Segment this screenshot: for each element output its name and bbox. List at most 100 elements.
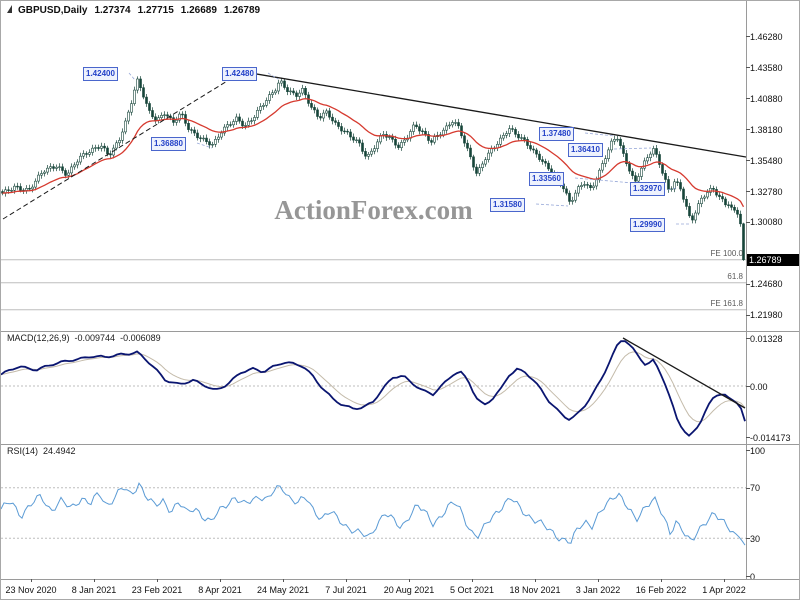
panel-divider-macd: [1, 331, 799, 332]
macd-main-line: [1, 340, 746, 437]
price-annotation[interactable]: 1.31580: [490, 198, 525, 212]
price-high: 1.27715: [137, 5, 174, 16]
fib-level-label: FE 100.0: [710, 248, 743, 258]
axis-tick: [746, 67, 750, 68]
rsi-axis-label: 30: [750, 533, 761, 544]
price-annotation[interactable]: 1.42400: [83, 67, 118, 81]
time-axis-label: 8 Apr 2021: [198, 585, 242, 595]
time-axis-label: 5 Oct 2021: [449, 585, 495, 595]
axis-tick: [746, 437, 750, 439]
rsi-axis-label: 100: [750, 445, 766, 456]
axis-tick: [409, 579, 410, 582]
macd-axis-label: -0.014173: [750, 432, 791, 443]
axis-tick: [157, 579, 158, 582]
time-axis-label: 23 Feb 2021: [131, 585, 183, 595]
panel-divider-rsi: [1, 444, 799, 445]
axis-tick: [746, 576, 750, 577]
price-annotation[interactable]: 1.37480: [539, 127, 574, 141]
axis-tick: [283, 579, 284, 582]
price-annotation[interactable]: 1.29990: [630, 218, 665, 232]
axis-tick: [746, 191, 750, 192]
macd-panel-canvas[interactable]: [1, 331, 746, 444]
macd-axis-label: 0.01328: [750, 333, 783, 344]
rsi-panel-canvas[interactable]: [1, 444, 746, 579]
macd-axis-label: 0.00: [750, 381, 768, 392]
time-axis-line: [1, 579, 799, 580]
axis-tick: [220, 579, 221, 582]
price-axis-label: 1.43580: [750, 62, 783, 73]
macd-value-signal: -0.006089: [120, 333, 161, 343]
axis-tick: [746, 36, 750, 37]
time-axis-label: 8 Jan 2021: [71, 585, 117, 595]
time-axis-label: 18 Nov 2021: [509, 585, 561, 595]
fib-level-label: FE 161.8: [710, 298, 743, 308]
price-annotation[interactable]: 1.33560: [529, 172, 564, 186]
price-axis-label: 1.40880: [750, 93, 783, 104]
candlestick-series: [1, 76, 745, 261]
axis-tick: [746, 129, 750, 130]
rsi-value: 24.4942: [43, 446, 76, 456]
rsi-name: RSI(14): [7, 446, 39, 456]
time-axis-label: 24 May 2021: [256, 585, 310, 595]
price-axis-label: 1.30080: [750, 217, 783, 228]
axis-tick: [746, 160, 750, 161]
macd-indicator-label: MACD(12,26,9) -0.009744 -0.006089: [7, 333, 166, 343]
price-axis-label: 1.32780: [750, 186, 783, 197]
axis-tick: [535, 579, 536, 582]
axis-tick: [746, 450, 750, 451]
axis-tick: [746, 314, 750, 316]
axis-tick: [472, 579, 473, 582]
time-axis-label: 7 Jul 2021: [325, 585, 367, 595]
macd-signal-line: [1, 351, 746, 423]
axis-tick: [746, 338, 750, 340]
price-annotation[interactable]: 1.36410: [568, 143, 603, 157]
axis-tick: [346, 579, 347, 582]
price-axis-label: 1.35480: [750, 155, 783, 166]
rsi-line: [1, 482, 746, 546]
axis-tick: [746, 98, 750, 99]
macd-trendline[interactable]: [622, 337, 746, 409]
axis-tick: [94, 579, 95, 582]
ma-line[interactable]: [2, 98, 745, 208]
fib-extension-lines[interactable]: [1, 259, 746, 311]
price-annotation[interactable]: 1.36880: [151, 137, 186, 151]
axis-tick: [746, 538, 750, 540]
rsi-axis-label: 70: [750, 483, 761, 494]
axis-tick: [746, 386, 750, 387]
price-axis-label: 1.46280: [750, 31, 783, 42]
time-axis-label: 20 Aug 2021: [383, 585, 435, 595]
time-axis-label: 1 Apr 2022: [702, 585, 746, 595]
price-close: 1.26789: [223, 5, 261, 16]
chart-symbol-icon: [7, 5, 12, 13]
time-axis-label: 23 Nov 2020: [5, 585, 57, 595]
rsi-indicator-label: RSI(14) 24.4942: [7, 446, 81, 456]
price-axis-label: 1.24680: [750, 279, 783, 290]
axis-tick: [724, 579, 725, 582]
time-axis-label: 16 Feb 2022: [635, 585, 687, 595]
price-low: 1.26689: [180, 5, 217, 16]
axis-tick: [598, 579, 599, 582]
trendlines[interactable]: [2, 70, 746, 220]
symbol-period-label: GBPUSD,Daily: [18, 5, 88, 16]
price-annotation[interactable]: 1.32970: [630, 182, 665, 196]
price-axis-label: 1.38180: [750, 124, 783, 135]
watermark: ActionForex.com: [274, 195, 473, 225]
axis-tick: [746, 221, 750, 223]
chart-info-line: GBPUSD,Daily 1.27374 1.27715 1.26689 1.26789: [7, 5, 260, 16]
price-axis-line: [746, 1, 747, 579]
current-price-tag: 1.26789: [747, 253, 799, 266]
price-open: 1.27374: [94, 5, 131, 16]
macd-name: MACD(12,26,9): [7, 333, 70, 343]
time-axis-label: 3 Jan 2022: [575, 585, 621, 595]
axis-tick: [661, 579, 662, 582]
axis-tick: [746, 283, 750, 285]
rsi-axis-label: 0: [750, 571, 756, 582]
axis-tick: [746, 487, 750, 489]
price-axis-label: 1.21980: [750, 310, 783, 321]
main-chart-canvas[interactable]: [1, 1, 746, 331]
macd-value-main: -0.009744: [74, 333, 116, 343]
axis-tick: [31, 579, 32, 582]
price-annotation[interactable]: 1.42480: [222, 67, 257, 81]
fib-level-label: 61.8: [727, 271, 743, 281]
